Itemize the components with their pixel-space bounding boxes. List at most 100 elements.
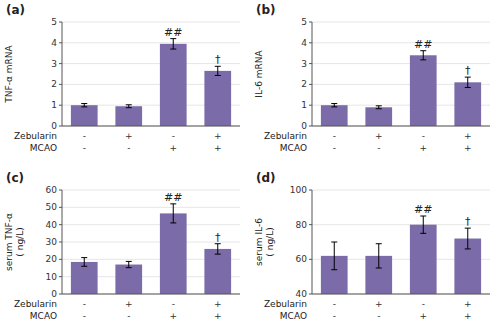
y-axis-label-line: serum IL-6	[254, 218, 264, 266]
error-bar-cap	[420, 59, 426, 60]
error-bar-cap	[81, 106, 87, 107]
y-axis-label-line: ( ng/L)	[265, 227, 275, 256]
marks	[71, 39, 231, 126]
error-bar	[126, 261, 132, 267]
x-tick-label: -	[377, 143, 380, 153]
error-bar	[81, 258, 87, 267]
panel: (b)IL-6 mRNA012345##†--+--+++ZebularinMC…	[254, 3, 490, 153]
x-axis-line	[62, 126, 240, 127]
error-bar-stem	[423, 51, 424, 60]
y-axis-label: TNF-α mRNA	[4, 44, 14, 103]
error-bar-stem	[334, 242, 335, 270]
grid-line	[312, 63, 490, 64]
panel-label: (c)	[6, 171, 24, 185]
error-bar-cap	[465, 87, 471, 88]
grid-line	[62, 126, 240, 127]
error-bar-cap	[331, 242, 337, 243]
row-label: MCAO	[280, 143, 307, 153]
x-tick-label: +	[214, 131, 222, 141]
x-tick-label: +	[169, 311, 177, 321]
error-bar-stem	[173, 204, 174, 223]
error-bar	[215, 244, 221, 254]
bar	[160, 213, 187, 294]
x-tick-label: +	[214, 143, 222, 153]
error-bar-cap	[126, 107, 132, 108]
marks	[71, 204, 231, 294]
bar	[160, 44, 187, 126]
panel: (a)TNF-α mRNA012345##†--+--+++ZebularinM…	[4, 3, 240, 153]
grid-line	[312, 22, 490, 23]
bar	[204, 71, 231, 126]
error-bar	[420, 216, 426, 233]
row-label: MCAO	[30, 143, 57, 153]
error-bar-cap	[376, 105, 382, 106]
x-tick-label: +	[214, 311, 222, 321]
y-axis-line	[62, 190, 63, 294]
y-tick-label: 2	[51, 79, 57, 89]
bar	[410, 55, 437, 126]
y-axis-line	[312, 22, 313, 126]
grid-line	[312, 294, 490, 295]
x-tick-label: -	[172, 131, 175, 141]
bar	[410, 225, 437, 294]
x-tick-label: -	[83, 131, 86, 141]
panel-label: (a)	[6, 3, 25, 17]
error-bar	[215, 66, 221, 75]
annotation: †	[215, 231, 221, 244]
error-bar	[331, 242, 337, 270]
y-tick-label: 1	[51, 100, 57, 110]
y-tick-label: 60	[46, 185, 58, 195]
x-tick-label: -	[127, 311, 130, 321]
error-bar	[465, 228, 471, 249]
panel-label: (d)	[256, 171, 276, 185]
error-bar-cap	[376, 243, 382, 244]
y-axis-line	[312, 190, 313, 294]
y-tick-label: 40	[46, 220, 58, 230]
error-bar-cap	[81, 103, 87, 104]
bar	[321, 105, 348, 126]
error-bar-cap	[420, 233, 426, 234]
grid-line	[62, 207, 240, 208]
bar	[204, 249, 231, 294]
panel-label: (b)	[256, 3, 276, 17]
annotation: †	[465, 215, 471, 228]
y-axis-label: serum IL-6( ng/L)	[254, 218, 275, 266]
x-tick-label: -	[333, 143, 336, 153]
x-tick-label: +	[464, 143, 472, 153]
x-tick-label: +	[125, 131, 133, 141]
x-tick-label: -	[422, 131, 425, 141]
figure: (a)TNF-α mRNA012345##†--+--+++ZebularinM…	[0, 0, 500, 336]
y-tick-label: 40	[296, 289, 308, 299]
annotation: ##	[164, 26, 182, 39]
x-tick-label: -	[83, 143, 86, 153]
error-bar	[331, 104, 337, 107]
x-tick-label: +	[464, 131, 472, 141]
x-tick-label: +	[419, 143, 427, 153]
marks	[321, 216, 481, 294]
error-bar-stem	[128, 261, 129, 267]
error-bar-stem	[84, 258, 85, 267]
error-bar-stem	[378, 244, 379, 268]
error-bar-stem	[217, 244, 218, 254]
y-axis-label: IL-6 mRNA	[254, 50, 264, 98]
error-bar-cap	[215, 75, 221, 76]
error-bar-cap	[126, 104, 132, 105]
annotation: †	[215, 53, 221, 66]
x-tick-label: +	[214, 299, 222, 309]
error-bar-cap	[331, 269, 337, 270]
y-tick-label: 30	[46, 237, 58, 247]
marks	[321, 51, 481, 126]
y-axis-label-line: IL-6 mRNA	[254, 50, 264, 98]
x-axis-line	[312, 294, 490, 295]
error-bar-cap	[81, 257, 87, 258]
y-tick-label: 0	[51, 289, 57, 299]
y-tick-label: 5	[51, 17, 57, 27]
row-label: Zebularin	[14, 299, 57, 309]
grid-line	[62, 294, 240, 295]
row-label: MCAO	[30, 311, 57, 321]
y-axis-label-line: serum TNF-α	[4, 213, 14, 271]
x-tick-label: -	[83, 311, 86, 321]
y-tick-label: 3	[51, 59, 57, 69]
y-axis-label-line: ( ng/L)	[15, 227, 25, 256]
bar	[71, 105, 98, 126]
